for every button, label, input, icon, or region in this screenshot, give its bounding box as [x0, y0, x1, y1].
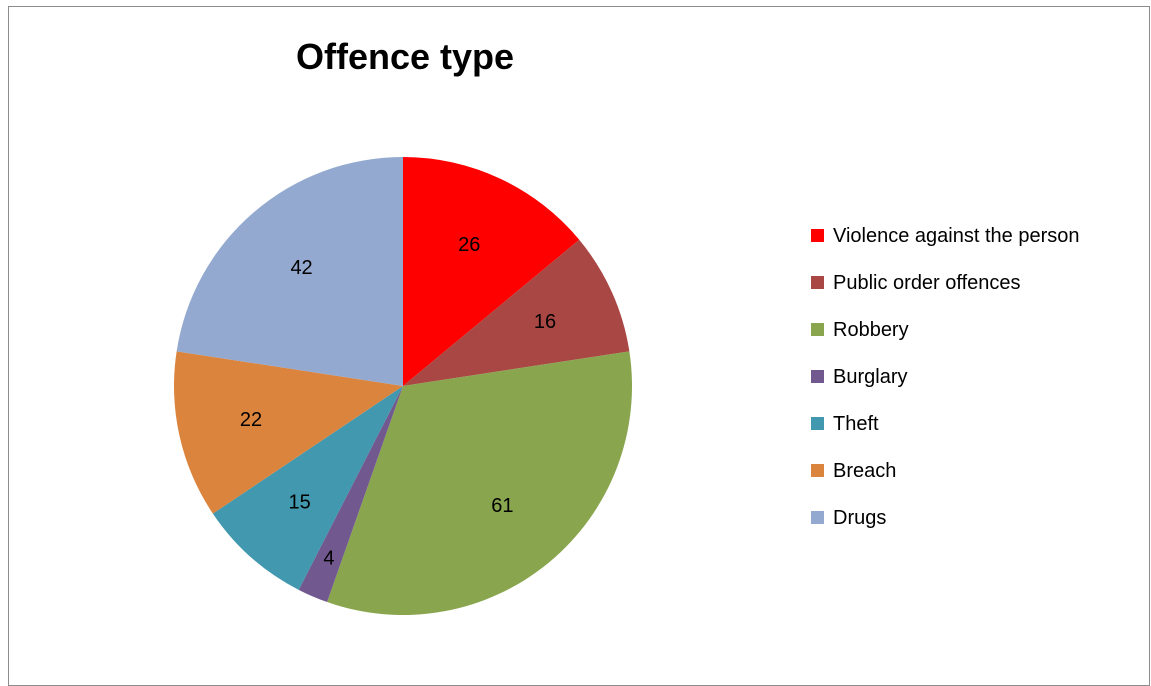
legend-swatch — [811, 511, 824, 524]
pie-slice-2 — [327, 351, 633, 615]
legend-label: Burglary — [833, 366, 908, 388]
pie-slice-0 — [403, 157, 580, 386]
legend-label: Robbery — [833, 319, 909, 341]
pie-slice-4 — [212, 386, 403, 590]
data-label-3: 4 — [323, 548, 334, 570]
legend-label: Violence against the person — [833, 225, 1080, 247]
legend-swatch — [811, 229, 824, 242]
pie-slice-1 — [403, 239, 630, 386]
data-label-5: 22 — [240, 409, 262, 431]
legend-label: Drugs — [833, 507, 887, 529]
data-label-6: 42 — [290, 257, 312, 279]
data-label-4: 15 — [288, 491, 310, 513]
pie-slices — [173, 157, 633, 615]
chart-title: Offence type — [295, 36, 515, 77]
pie-slice-6 — [176, 157, 403, 386]
legend-label: Theft — [833, 413, 879, 435]
pie-slice-3 — [298, 386, 403, 603]
data-label-0: 26 — [458, 234, 480, 256]
legend-swatch — [811, 370, 824, 383]
data-label-1: 16 — [534, 311, 556, 333]
data-label-2: 61 — [491, 495, 513, 517]
pie-slice-5 — [173, 351, 403, 514]
legend-label: Breach — [833, 460, 897, 482]
legend-swatch — [811, 323, 824, 336]
legend-label: Public order offences — [833, 272, 1021, 294]
legend-swatch — [811, 464, 824, 477]
legend-swatch — [811, 276, 824, 289]
pie-data-labels: 26 16 61 4 15 22 42 — [240, 234, 556, 570]
legend-swatch — [811, 417, 824, 430]
